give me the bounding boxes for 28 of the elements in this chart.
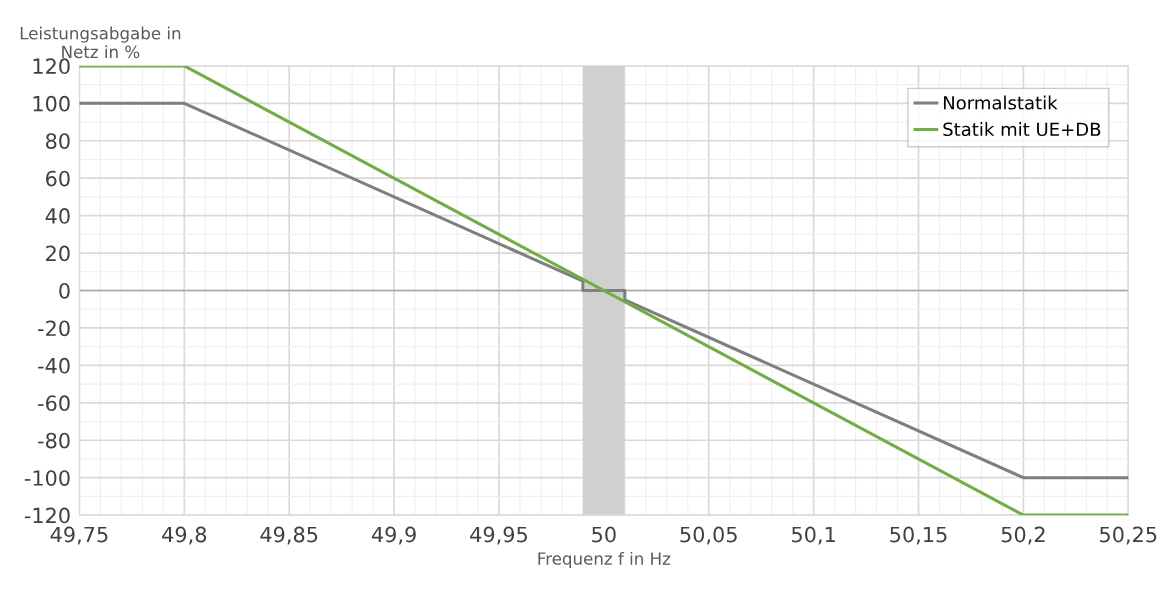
y-tick-label: 20 (46, 245, 70, 262)
y-tick-label: -80 (38, 432, 70, 449)
x-tick-label: 50,1 (792, 526, 835, 545)
x-tick-label: 49,95 (470, 526, 527, 545)
x-tick-label: 49,9 (371, 526, 416, 545)
y-tick-label: -20 (38, 320, 70, 337)
y-tick-label: 80 (45, 133, 70, 149)
y-tick-label: 0 (59, 282, 70, 299)
x-axis-title: Frequenz f in Hz (538, 551, 671, 569)
y-tick-label: -60 (38, 395, 70, 412)
x-tick-label: 49,85 (260, 526, 318, 545)
y-tick-label: -100 (24, 470, 70, 486)
x-tick-label: 50,2 (1001, 526, 1045, 545)
x-tick-label: 50 (592, 526, 616, 543)
x-tick-label: 50,15 (890, 526, 947, 545)
y-tick-label: -120 (24, 507, 70, 524)
y-tick-label: -40 (38, 357, 70, 374)
x-tick-label: 50,25 (1100, 526, 1157, 545)
y-tick-label: 40 (45, 208, 70, 224)
x-tick-label: 49,75 (50, 526, 108, 545)
legend-label: Statik mit UE+DB (943, 122, 1101, 137)
x-tick-label: 50,05 (680, 526, 737, 545)
y-tick-label: 120 (33, 58, 70, 75)
y-axis-title: Leistungsabgabe in Netz in % (20, 26, 181, 59)
legend-label: Normalstatik (943, 95, 1058, 110)
x-tick-label: 49,8 (162, 526, 207, 545)
y-tick-label: 60 (46, 170, 70, 187)
y-tick-label: 100 (33, 95, 70, 112)
